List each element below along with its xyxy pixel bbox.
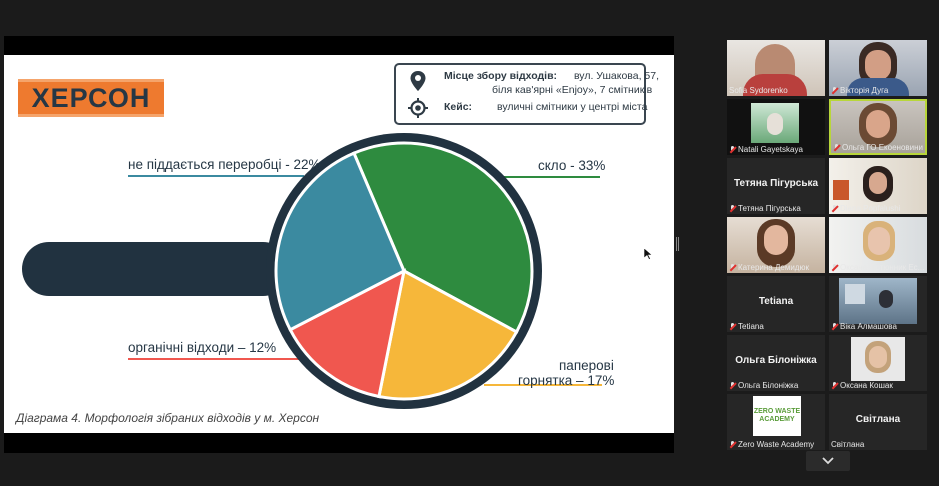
muted-mic-icon <box>729 145 736 154</box>
label-glass: скло - 33% <box>538 158 606 173</box>
participant-tile-active-speaker[interactable]: Ольга ГО Екоеновини Х... <box>829 99 927 155</box>
chart-caption: Діаграма 4. Морфологія зібраних відходів… <box>16 411 320 425</box>
city-banner: ХЕРСОН <box>18 79 164 117</box>
muted-mic-icon <box>831 381 838 390</box>
participant-name: Оксана Кошак <box>840 381 893 390</box>
slice-nonrecyclable <box>274 151 406 332</box>
muted-mic-icon <box>831 322 838 331</box>
location-value-2: біля кав'ярні «Enjoy», 7 смітників <box>492 84 653 96</box>
presentation-slide: ХЕРСОН Місце збору відходів: вул. Ушаков… <box>4 55 674 433</box>
participant-tile[interactable]: Diana Popfalushi <box>829 158 927 214</box>
participant-name: Diana Popfalushi <box>840 204 901 213</box>
muted-mic-icon <box>831 86 838 95</box>
slice-organic <box>288 268 407 399</box>
label-nonrecyclable: не піддається переробці - 22% <box>128 157 321 172</box>
location-pin-icon <box>410 71 426 91</box>
location-label: Місце збору відходів: <box>444 70 558 82</box>
location-value-1: вул. Ушакова, 57, <box>573 70 660 82</box>
muted-mic-icon <box>729 263 736 272</box>
participant-tile[interactable]: Віка Алмашова <box>829 276 927 332</box>
participant-display-name: Tetiana <box>758 296 794 307</box>
participant-tile[interactable]: Катерина Демидюк <box>727 217 825 273</box>
participant-name: Оксана Тютюнник Ес... <box>840 263 925 272</box>
muted-mic-icon <box>831 204 838 213</box>
city-title: ХЕРСОН <box>31 82 151 113</box>
participant-tile[interactable]: Оксана Кошак <box>829 335 927 391</box>
participant-name: Ольга ГО Екоеновини Х... <box>842 143 923 152</box>
participant-name: Вікторія Дуга <box>840 86 889 95</box>
zero-waste-logo: ZERO WASTE ACADEMY <box>753 396 801 436</box>
participant-tile[interactable]: ZERO WASTE ACADEMY Zero Waste Academy <box>727 394 825 450</box>
muted-mic-icon <box>831 263 838 272</box>
info-box: Місце збору відходів: вул. Ушакова, 57, … <box>394 63 659 125</box>
muted-mic-icon <box>729 204 736 213</box>
participant-tile[interactable]: Світлана Світлана <box>829 394 927 450</box>
participant-tile[interactable]: Sofia Sydorenko <box>727 40 825 96</box>
logo-text-1: ZERO WASTE <box>753 408 801 415</box>
participant-tile[interactable]: Natali Gayetskaya <box>727 99 825 155</box>
participant-name: Віка Алмашова <box>840 322 897 331</box>
case-label: Кейс: <box>444 101 473 113</box>
participant-name: Tetiana <box>738 322 764 331</box>
participant-display-name: Світлана <box>855 414 901 425</box>
case-value: вуличні смітники у центрі міста <box>496 101 648 113</box>
label-organic: органічні відходи – 12% <box>128 340 277 355</box>
participant-name: Світлана <box>831 440 865 449</box>
shared-screen: ХЕРСОН Місце збору відходів: вул. Ушаков… <box>4 36 674 453</box>
pie-chart <box>22 133 602 409</box>
participant-tile[interactable]: Вікторія Дуга <box>829 40 927 96</box>
participant-name: Zero Waste Academy <box>738 440 815 449</box>
label-paper-cups-1: паперові <box>559 358 614 373</box>
panel-resize-handle[interactable] <box>676 237 679 251</box>
muted-mic-icon <box>833 143 840 152</box>
magnifier-handle <box>22 242 290 296</box>
slice-paper-cups <box>377 268 519 401</box>
participant-tile[interactable]: Тетяна Пігурська Тетяна Пігурська <box>727 158 825 214</box>
participant-name: Sofia Sydorenko <box>729 86 788 95</box>
participant-name: Тетяна Пігурська <box>738 204 801 213</box>
muted-mic-icon <box>729 322 736 331</box>
participant-tile[interactable]: Оксана Тютюнник Ес... <box>829 217 927 273</box>
target-icon <box>408 98 428 118</box>
participant-tile[interactable]: Tetiana Tetiana <box>727 276 825 332</box>
slice-glass <box>352 141 534 334</box>
muted-mic-icon <box>729 381 736 390</box>
participant-display-name: Тетяна Пігурська <box>733 178 819 189</box>
logo-text-2: ACADEMY <box>759 416 795 423</box>
gallery-next-page-button[interactable] <box>806 451 850 471</box>
participant-tile[interactable]: Ольга Білоніжка Ольга Білоніжка <box>727 335 825 391</box>
participant-display-name: Ольга Білоніжка <box>735 355 817 366</box>
chevron-down-icon <box>822 457 834 465</box>
label-paper-cups-2: горнятка – 17% <box>518 373 615 388</box>
participant-name: Natali Gayetskaya <box>738 145 803 154</box>
participant-name: Катерина Демидюк <box>738 263 809 272</box>
mouse-cursor-icon <box>644 248 653 260</box>
muted-mic-icon <box>729 440 736 449</box>
participant-name: Ольга Білоніжка <box>738 381 799 390</box>
